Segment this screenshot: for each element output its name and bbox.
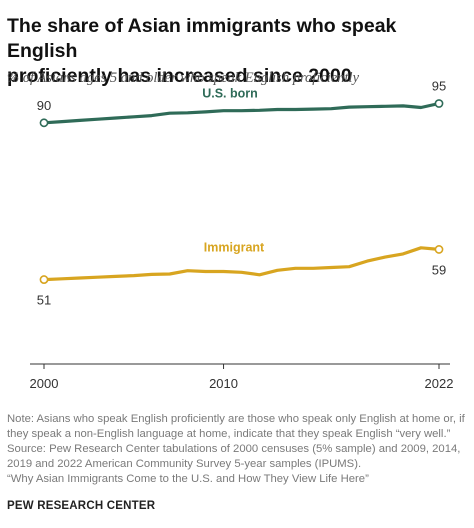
chart-title: The share of Asian immigrants who speak … <box>7 14 467 89</box>
data-label-immigrant-last: 59 <box>432 262 446 277</box>
note-line-1: Note: Asians who speak English proficien… <box>7 413 465 425</box>
title-line-2: proficiently has increased since 2000 <box>7 65 352 87</box>
x-tick-label-2000: 2000 <box>30 376 59 391</box>
source-line-1: Source: Pew Research Center tabulations … <box>7 443 461 455</box>
point-marker-u-s-born-end <box>434 99 444 108</box>
chart-subtitle: % of Asians ages 5 and older who speak E… <box>7 70 360 86</box>
series-label-immigrant: Immigrant <box>204 240 265 254</box>
label-layer: U.S. born Immigrant 90 95 51 59 <box>37 79 446 308</box>
point-marker-u-s-born-start <box>39 118 49 128</box>
x-tick-label-2010: 2010 <box>209 376 238 391</box>
title-line-1: The share of Asian immigrants who speak … <box>7 15 397 62</box>
data-label-u-s-born-first: 90 <box>37 98 51 113</box>
point-marker-immigrant-end <box>434 245 444 254</box>
x-tick-label-2022: 2022 <box>425 376 454 391</box>
point-marker-immigrant-start <box>39 275 49 284</box>
data-label-immigrant-first: 51 <box>37 293 51 308</box>
series-line-immigrant <box>42 246 441 282</box>
source-line-2: 2019 and 2022 American Community Survey … <box>7 458 362 470</box>
pew-research-center-logo: PEW RESEARCH CENTER <box>7 500 156 512</box>
note-line-2: they speak a non-English language at hom… <box>7 428 451 440</box>
data-label-u-s-born-last: 95 <box>432 79 446 94</box>
series-line-u-s-born <box>42 101 441 125</box>
chart-notes: Note: Asians who speak English proficien… <box>7 412 471 487</box>
series-label-u-s-born: U.S. born <box>202 87 258 101</box>
x-axis-ticks: 2000 2010 2022 <box>30 364 454 391</box>
series-layer <box>39 99 444 284</box>
report-title-line: “Why Asian Immigrants Come to the U.S. a… <box>7 473 369 485</box>
